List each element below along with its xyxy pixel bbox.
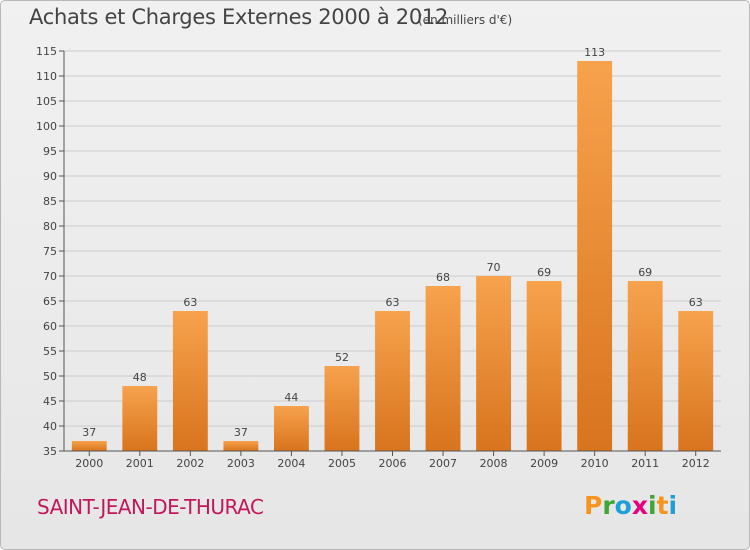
bar-value-label: 63: [386, 296, 400, 309]
y-tick-label: 85: [43, 195, 57, 208]
bar: [526, 281, 562, 451]
logo-letter: P: [584, 491, 603, 520]
chart-title: Achats et Charges Externes 2000 à 2012: [29, 5, 449, 29]
y-tick-label: 60: [43, 320, 57, 333]
y-tick-label: 90: [43, 170, 57, 183]
proxiti-logo: Proxiti: [584, 491, 677, 520]
x-tick-label: 2012: [682, 457, 710, 470]
bar-value-label: 68: [436, 271, 450, 284]
bar-value-label: 52: [335, 351, 349, 364]
bar-value-label: 37: [82, 426, 96, 439]
bar: [172, 311, 208, 451]
bar: [476, 276, 512, 451]
x-tick-label: 2005: [328, 457, 356, 470]
bar-value-label: 37: [234, 426, 248, 439]
x-tick-label: 2003: [227, 457, 255, 470]
y-tick-label: 75: [43, 245, 57, 258]
x-tick-label: 2010: [581, 457, 609, 470]
y-tick-label: 70: [43, 270, 57, 283]
y-tick-label: 35: [43, 445, 57, 458]
x-tick-label: 2009: [530, 457, 558, 470]
bar-value-label: 44: [284, 391, 298, 404]
bar: [71, 441, 107, 451]
y-tick-label: 65: [43, 295, 57, 308]
bar-value-label: 63: [183, 296, 197, 309]
logo-letter: i: [648, 491, 657, 520]
bar: [375, 311, 410, 451]
commune-name: SAINT-JEAN-DE-THURAC: [37, 495, 264, 519]
y-tick-label: 80: [43, 220, 57, 233]
x-tick-label: 2002: [176, 457, 204, 470]
x-tick-label: 2011: [631, 457, 659, 470]
x-axis: 2000 2001 2002 2003 2004 2005 2006 2007 2008 2009…: [64, 450, 721, 470]
y-tick-label: 55: [43, 345, 57, 358]
y-tick-label: 45: [43, 395, 57, 408]
logo-letter: x: [631, 491, 648, 520]
bar-value-label: 69: [638, 266, 652, 279]
y-tick-label: 110: [36, 70, 57, 83]
bar-value-label: 113: [584, 46, 605, 59]
y-tick-label: 40: [43, 420, 57, 433]
x-tick-label: 2008: [480, 457, 508, 470]
bars: 37 48 63 37 44 52 63 68 70 69 113 69 63: [71, 46, 714, 451]
bar-value-label: 48: [133, 371, 147, 384]
y-tick-label: 115: [36, 45, 57, 58]
bar: [627, 281, 663, 451]
y-tick-label: 100: [36, 120, 57, 133]
x-tick-label: 2007: [429, 457, 457, 470]
logo-letter: o: [614, 491, 632, 520]
logo-letter: i: [668, 491, 678, 520]
bar: [122, 386, 158, 451]
bar: [577, 61, 613, 451]
x-tick-label: 2006: [379, 457, 407, 470]
x-tick-label: 2000: [75, 457, 103, 470]
x-tick-label: 2001: [126, 457, 154, 470]
y-tick-label: 95: [43, 145, 57, 158]
logo-letter: t: [656, 491, 669, 520]
bar-value-label: 70: [487, 261, 501, 274]
bar: [273, 406, 309, 451]
bar: [425, 286, 461, 451]
y-tick-label: 105: [36, 95, 57, 108]
y-tick-label: 50: [43, 370, 57, 383]
bar: [223, 441, 259, 451]
y-axis: 35 40 45 50 55 60 65 70 75 80 85 90 95 100 105 110 115: [36, 45, 65, 458]
x-tick-label: 2004: [277, 457, 305, 470]
bar-value-label: 69: [537, 266, 551, 279]
bar: [324, 366, 360, 451]
chart-unit: (en milliers d'€): [418, 13, 513, 27]
bar-value-label: 63: [689, 296, 703, 309]
logo-letter: r: [602, 491, 615, 520]
bar: [678, 311, 714, 451]
